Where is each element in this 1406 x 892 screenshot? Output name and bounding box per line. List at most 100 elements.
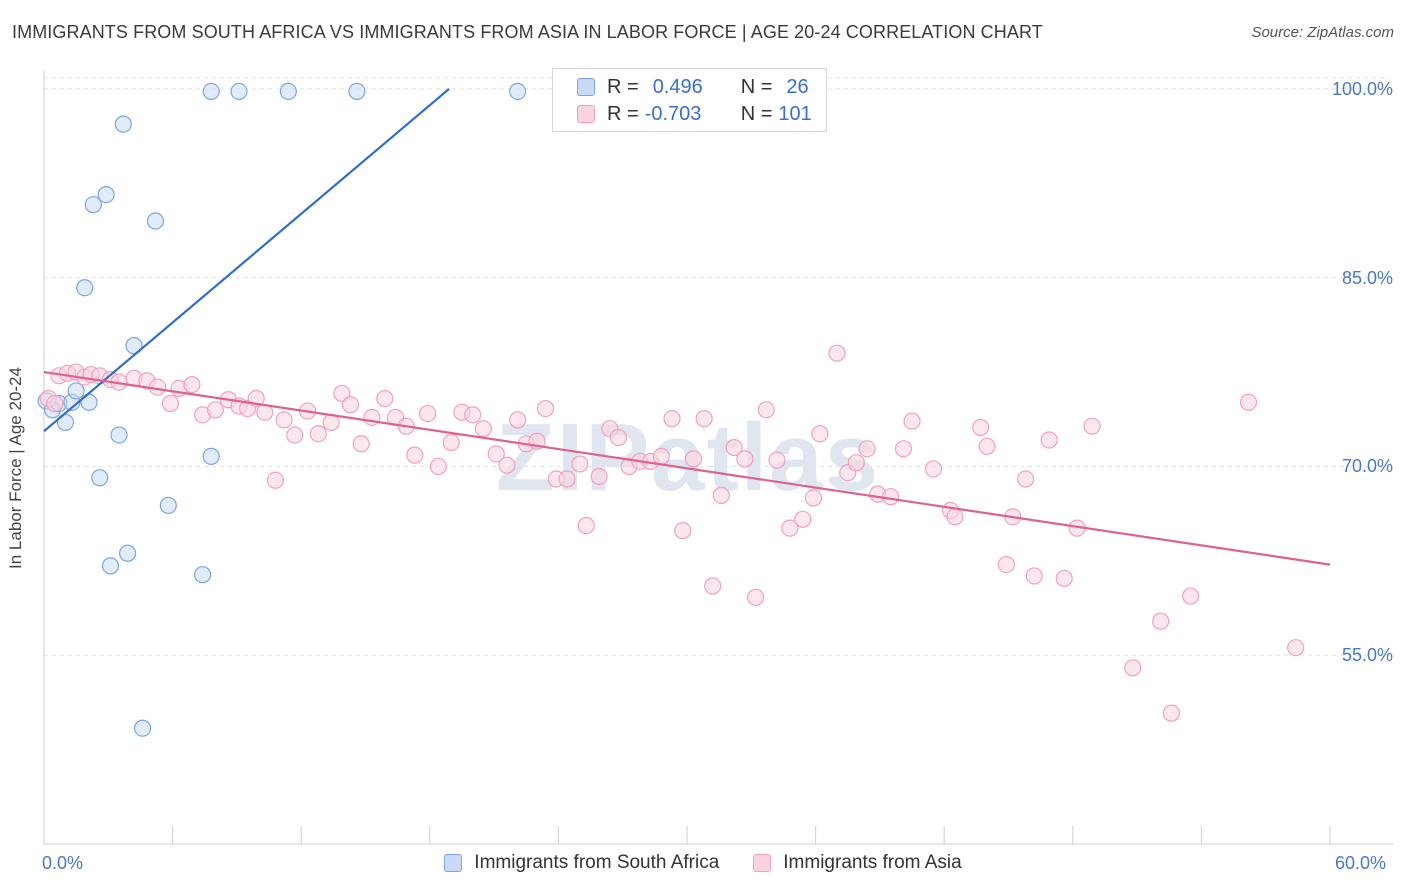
data-point (474, 420, 492, 438)
legend-row-asia: R = -0.703 N = 101 (577, 101, 812, 127)
stats-legend: R = 0.496 N = 26 R = -0.703 N = 101 (552, 68, 827, 132)
data-point (161, 394, 180, 413)
series-0-points (37, 82, 527, 737)
n-value: 101 (778, 102, 812, 125)
legend-swatch-blue (444, 854, 463, 872)
data-point (91, 469, 109, 487)
data-point (1124, 659, 1142, 677)
data-point (1083, 417, 1101, 435)
legend-item-asia: Immigrants from Asia (753, 852, 962, 874)
data-point (442, 433, 460, 452)
data-point (712, 486, 730, 504)
data-point (133, 719, 152, 737)
data-point (652, 447, 670, 465)
data-point (695, 410, 713, 428)
data-point (903, 412, 921, 430)
data-point (609, 428, 628, 447)
y-tick-label: 70.0% (1341, 456, 1393, 477)
series-legend: Immigrants from South Africa Immigrants … (0, 852, 1406, 874)
data-point (487, 445, 505, 463)
data-point (536, 399, 555, 418)
data-point (348, 82, 366, 100)
data-point (202, 447, 220, 465)
data-point (333, 384, 351, 403)
trend-line-0 (43, 88, 450, 433)
data-point (1287, 639, 1305, 657)
legend-label-asia: Immigrants from Asia (783, 852, 962, 873)
data-point (125, 337, 143, 355)
data-point (781, 519, 799, 537)
data-point (684, 450, 703, 468)
data-point (101, 557, 120, 575)
data-point (571, 455, 589, 473)
data-point (663, 410, 681, 428)
y-axis-label: In Labor Force | Age 20-24 (6, 367, 25, 569)
data-points (37, 82, 1305, 737)
data-point (183, 376, 201, 394)
data-point (146, 212, 165, 230)
legend-item-south-africa: Immigrants from South Africa (444, 852, 719, 874)
data-point (1162, 704, 1180, 722)
legend-label-south-africa: Immigrants from South Africa (474, 852, 720, 873)
data-point (202, 82, 220, 100)
data-point (1055, 569, 1073, 588)
series-1-points (39, 344, 1305, 722)
n-value: 26 (786, 75, 809, 98)
data-point (406, 446, 424, 464)
data-point (847, 454, 865, 472)
r-value: -0.703 (644, 102, 702, 125)
data-point (509, 411, 527, 429)
data-point (84, 196, 102, 214)
y-tick-label: 85.0% (1341, 267, 1393, 288)
data-point (794, 510, 812, 528)
data-point (558, 470, 576, 488)
r-value: 0.496 (652, 75, 703, 98)
data-point (118, 544, 137, 562)
n-label: N = (740, 75, 773, 98)
data-point (811, 425, 829, 443)
data-point (1152, 612, 1170, 630)
data-point (746, 588, 765, 606)
grid-lines (44, 77, 1390, 656)
data-point (266, 471, 285, 489)
data-point (1182, 587, 1200, 605)
data-point (972, 418, 990, 437)
trend-line-1 (43, 370, 1331, 566)
data-point (757, 401, 775, 419)
data-point (577, 516, 595, 535)
data-point (110, 426, 128, 444)
data-point (924, 460, 943, 478)
data-point (279, 82, 297, 100)
data-point (1040, 431, 1058, 449)
data-point (429, 457, 447, 476)
data-point (1025, 567, 1043, 585)
data-point (352, 435, 370, 453)
y-tick-label: 100.0% (1331, 78, 1393, 99)
x-tick-label-max: 60.0% (1335, 853, 1387, 873)
data-point (768, 451, 786, 469)
data-point (341, 396, 360, 414)
data-point (1239, 393, 1258, 411)
data-point (114, 115, 132, 133)
data-point (194, 566, 212, 584)
data-point (828, 344, 846, 362)
data-point (946, 508, 964, 526)
x-tick-label-min: 0.0% (42, 853, 84, 873)
data-point (858, 440, 876, 458)
data-point (590, 467, 608, 486)
data-point (509, 82, 527, 100)
source-label: Source: ZipAtlas.com (1251, 24, 1394, 41)
data-point (674, 522, 692, 540)
y-tick-label: 55.0% (1341, 645, 1393, 666)
data-point (206, 401, 225, 419)
data-point (704, 577, 722, 595)
data-point (159, 496, 177, 515)
data-point (76, 279, 94, 297)
data-point (286, 426, 304, 444)
data-point (804, 489, 823, 507)
n-label: N = (740, 102, 773, 125)
legend-swatch-pink (577, 105, 595, 123)
data-point (1017, 470, 1035, 488)
axes (43, 70, 1394, 845)
